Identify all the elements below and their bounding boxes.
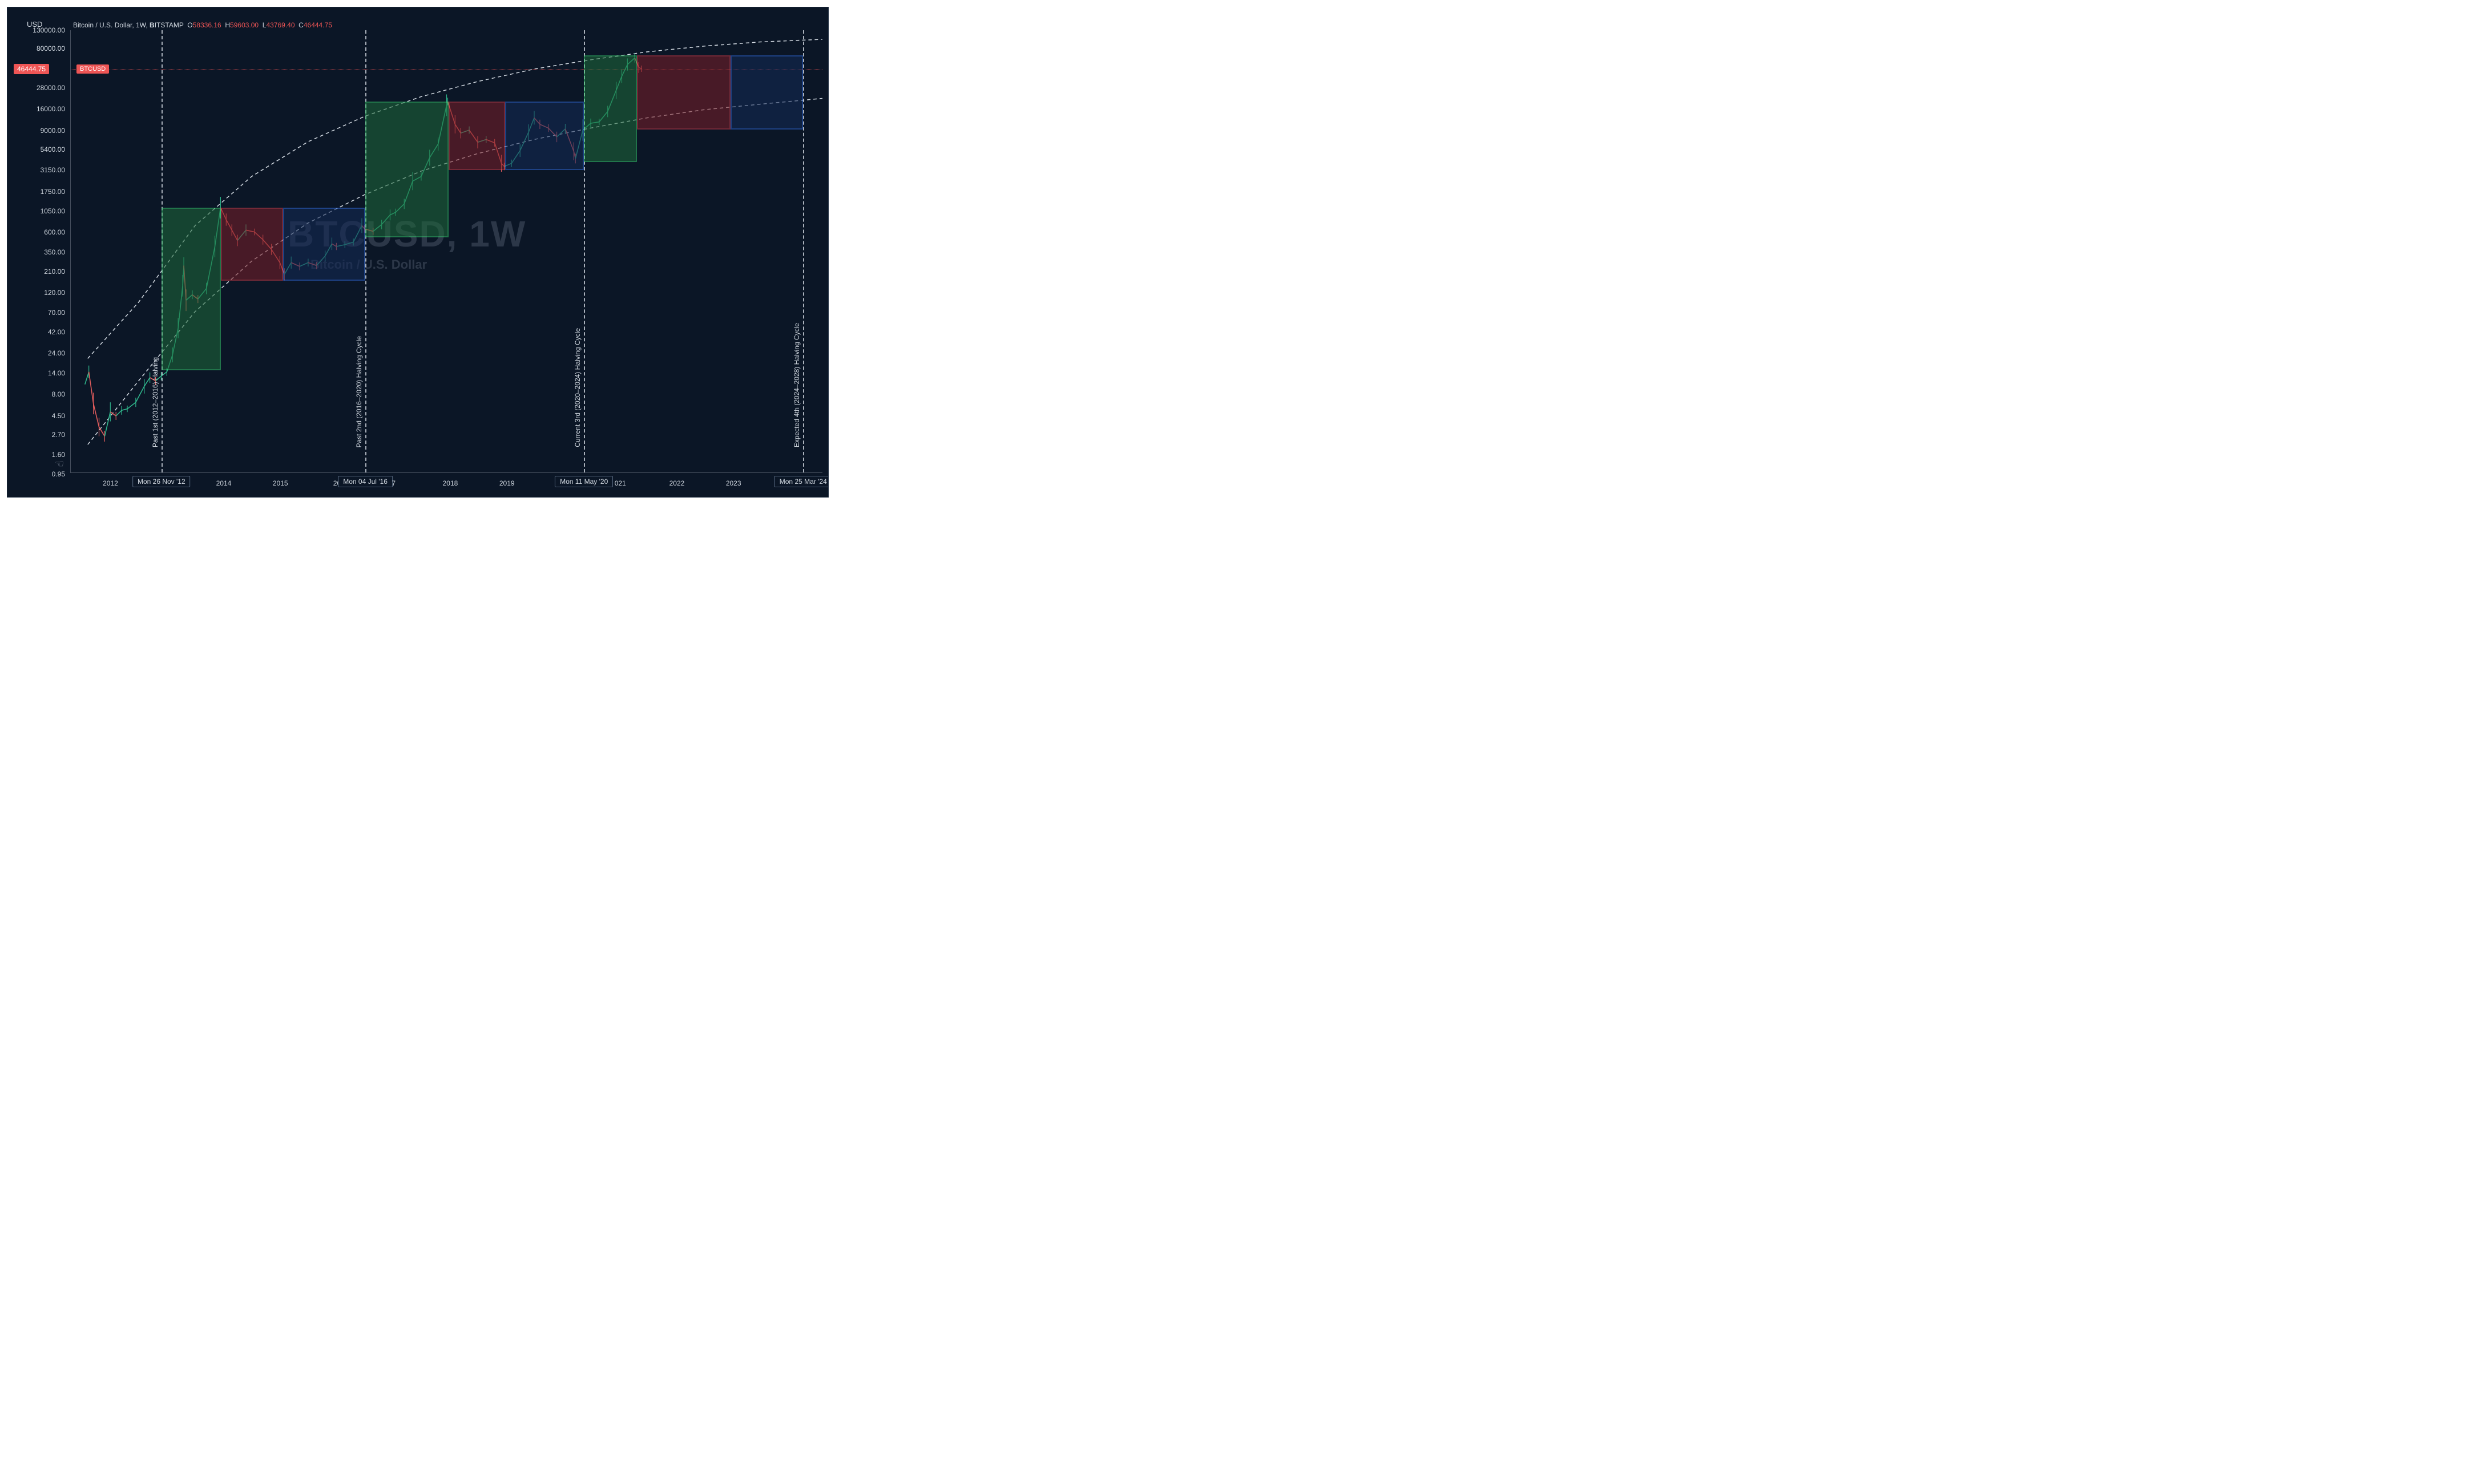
halving-line: [365, 30, 366, 472]
ohlc-open: 58336.16: [193, 21, 221, 29]
cycle-box: [637, 55, 731, 130]
y-tick-label: 16000.00: [19, 105, 65, 113]
tool-glyph-icon: ☜: [55, 458, 64, 470]
y-tick-label: 1750.00: [19, 188, 65, 196]
y-tick-label: 1.60: [19, 451, 65, 459]
price-badge: 46444.75: [14, 64, 49, 74]
x-tick-label: 2012: [103, 479, 118, 487]
x-tick-label: 2015: [273, 479, 288, 487]
y-tick-label: 5400.00: [19, 145, 65, 153]
y-tick-label: 4.50: [19, 412, 65, 420]
cycle-box: [365, 102, 449, 237]
y-tick-label: 14.00: [19, 369, 65, 377]
cycle-box: [731, 55, 803, 130]
symbol-desc: Bitcoin / U.S. Dollar, 1W,: [73, 21, 150, 29]
y-tick-label: 24.00: [19, 349, 65, 357]
y-tick-label: 0.95: [19, 470, 65, 478]
x-tick-label: Mon 11 May '20: [555, 476, 613, 487]
x-tick-label: 2023: [726, 479, 741, 487]
halving-label: Past 1st (2012–2016) Halving: [151, 357, 159, 447]
y-tick-label: 42.00: [19, 328, 65, 336]
x-tick-label: 2014: [216, 479, 232, 487]
x-tick-label: 021: [615, 479, 626, 487]
ohlc-low: 43769.40: [266, 21, 295, 29]
halving-line: [803, 30, 804, 472]
symbol-legend: Bitcoin / U.S. Dollar, 1W, BITSTAMP O583…: [73, 21, 332, 29]
exchange-rest: ITSTAMP: [155, 21, 184, 29]
exchange-bold: B: [150, 21, 155, 29]
cycle-box: [283, 208, 365, 281]
x-tick-label: 2022: [669, 479, 685, 487]
plot-area[interactable]: BTCUSD, 1W Bitcoin / U.S. Dollar ☜ 13000…: [70, 30, 822, 473]
y-tick-label: 3150.00: [19, 166, 65, 174]
y-tick-label: 210.00: [19, 268, 65, 276]
ohlc-high: 59603.00: [230, 21, 259, 29]
y-tick-label: 350.00: [19, 248, 65, 256]
x-tick-label: 2018: [443, 479, 458, 487]
x-tick-label: 2019: [499, 479, 515, 487]
halving-label: Expected 4th (2024–2028) Halving Cycle: [793, 323, 801, 447]
y-tick-label: 600.00: [19, 228, 65, 236]
x-tick-label: Mon 04 Jul '16: [338, 476, 393, 487]
x-tick-label: Mon 26 Nov '12: [132, 476, 191, 487]
y-tick-label: 28000.00: [19, 84, 65, 92]
y-tick-label: 120.00: [19, 289, 65, 297]
chart-frame: USD Bitcoin / U.S. Dollar, 1W, BITSTAMP …: [7, 7, 829, 498]
cycle-box: [449, 102, 505, 170]
y-tick-label: 80000.00: [19, 45, 65, 52]
cycle-box: [221, 208, 283, 281]
y-tick-label: 130000.00: [19, 26, 65, 34]
y-tick-label: 9000.00: [19, 127, 65, 135]
x-tick-label: 7: [392, 479, 396, 487]
cycle-box: [162, 208, 221, 370]
ticker-badge: BTCUSD: [76, 64, 109, 74]
y-tick-label: 2.70: [19, 431, 65, 439]
cycle-box: [584, 55, 637, 162]
y-tick-label: 8.00: [19, 390, 65, 398]
cycle-box: [505, 102, 584, 170]
ohlc-close: 46444.75: [304, 21, 332, 29]
y-tick-label: 1050.00: [19, 207, 65, 215]
halving-label: Current 3rd (2020–2024) Halving Cycle: [574, 328, 582, 447]
halving-label: Past 2nd (2016–2020) Halving Cycle: [355, 336, 363, 447]
y-tick-label: 70.00: [19, 309, 65, 317]
x-tick-label: Mon 25 Mar '24: [774, 476, 829, 487]
